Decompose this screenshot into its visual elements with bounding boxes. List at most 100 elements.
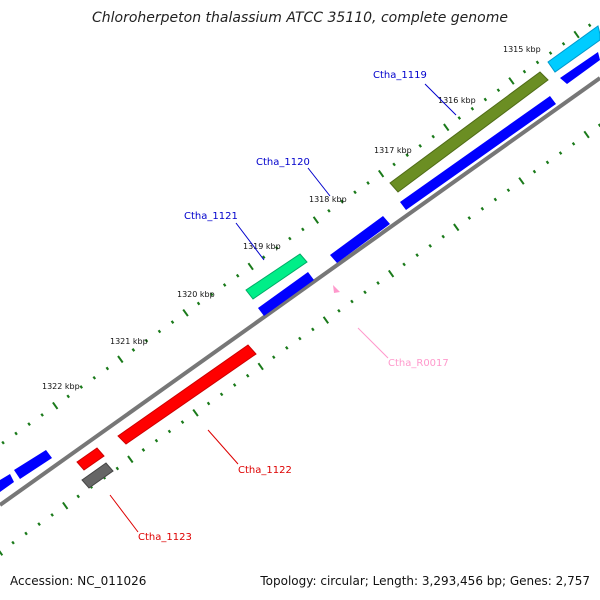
genome-summary-text: Topology: circular; Length: 3,293,456 bp… <box>260 574 590 588</box>
minor-tick <box>431 134 435 139</box>
major-tick <box>52 401 59 410</box>
outer-tick-track <box>1 23 592 445</box>
minor-tick <box>285 346 289 350</box>
minor-tick <box>545 160 550 165</box>
minor-tick <box>532 169 537 174</box>
minor-tick <box>288 236 292 241</box>
leader-ctha-1121 <box>235 222 265 261</box>
tick-label-1317: 1317 kbp <box>374 146 412 155</box>
minor-tick <box>418 143 422 148</box>
minor-tick <box>222 283 227 287</box>
minor-tick <box>92 375 97 380</box>
minor-tick <box>272 355 276 360</box>
major-tick <box>0 550 4 556</box>
minor-tick <box>154 438 159 443</box>
major-tick <box>312 216 320 224</box>
major-tick <box>127 455 134 464</box>
feature-ctha-1122[interactable] <box>117 344 257 445</box>
gene-label-ctha-1121[interactable]: Ctha_1121 <box>184 211 238 222</box>
minor-tick <box>496 88 501 93</box>
minor-tick <box>167 429 172 434</box>
minor-tick <box>405 153 409 158</box>
gene-label-ctha-r0017[interactable]: Ctha_R0017 <box>388 358 449 369</box>
cds-3[interactable] <box>330 216 390 263</box>
minor-tick <box>245 373 250 378</box>
minor-tick <box>262 255 266 260</box>
minor-tick <box>480 206 485 211</box>
minor-tick <box>180 420 185 424</box>
tick-label-1321: 1321 kbp <box>110 337 148 346</box>
leader-ctha-r0017 <box>357 327 389 359</box>
tick-label-1319: 1319 kbp <box>243 242 281 251</box>
minor-tick <box>144 338 149 343</box>
minor-tick <box>298 336 302 341</box>
minor-tick <box>558 151 563 155</box>
minor-tick <box>340 199 344 204</box>
leader-ctha-1123 <box>109 494 139 533</box>
minor-tick <box>209 292 214 297</box>
major-tick <box>583 130 590 139</box>
gene-label-ctha-1119[interactable]: Ctha_1119 <box>373 70 427 81</box>
cds-2[interactable] <box>400 96 556 210</box>
minor-tick <box>105 366 110 371</box>
minor-tick <box>1 440 5 445</box>
minor-tick <box>587 23 592 28</box>
minor-tick <box>363 290 367 295</box>
cds-4[interactable] <box>258 272 314 316</box>
minor-tick <box>206 401 211 406</box>
minor-tick <box>522 69 527 74</box>
genome-backbone <box>0 76 600 507</box>
tick-label-1316: 1316 kbp <box>438 96 476 105</box>
minor-tick <box>141 448 146 452</box>
minor-tick <box>14 431 18 436</box>
minor-tick <box>196 301 201 306</box>
cds-5[interactable] <box>14 450 52 479</box>
major-tick <box>322 316 330 324</box>
minor-tick <box>535 60 540 65</box>
feature-ctha-1119[interactable] <box>389 71 549 193</box>
feature-small-red[interactable] <box>76 447 105 471</box>
minor-tick <box>235 273 240 278</box>
gene-label-ctha-1122[interactable]: Ctha_1122 <box>238 465 292 476</box>
leader-ctha-1120 <box>307 167 331 197</box>
map-title: Chloroherpeton thalassium ATCC 35110, co… <box>92 10 508 26</box>
major-tick <box>257 362 264 371</box>
minor-tick <box>11 540 15 545</box>
minor-tick <box>392 162 396 167</box>
minor-tick <box>131 348 136 352</box>
gene-label-ctha-1123[interactable]: Ctha_1123 <box>138 532 192 543</box>
minor-tick <box>27 422 31 427</box>
minor-tick <box>301 227 305 232</box>
minor-tick <box>376 281 380 285</box>
feature-extra-cyan[interactable] <box>547 25 600 73</box>
major-tick <box>377 169 385 178</box>
minor-tick <box>79 385 84 389</box>
major-tick <box>453 223 460 232</box>
minor-tick <box>66 394 70 399</box>
minor-tick <box>441 234 445 239</box>
major-tick <box>573 30 580 39</box>
leader-ctha-1119 <box>424 83 457 116</box>
minor-tick <box>232 383 237 387</box>
major-tick <box>192 409 199 417</box>
minor-tick <box>457 116 462 120</box>
minor-tick <box>493 197 498 202</box>
cds-track <box>0 52 600 492</box>
minor-tick <box>115 466 120 471</box>
minor-tick <box>337 308 341 313</box>
cds-1[interactable] <box>560 52 600 84</box>
minor-tick <box>24 531 28 536</box>
feature-ctha-r0017[interactable] <box>333 285 340 293</box>
major-tick <box>443 123 450 132</box>
gene-label-ctha-1120[interactable]: Ctha_1120 <box>256 157 310 168</box>
feature-ctha-1121[interactable] <box>245 253 308 300</box>
feature-ctha-1123[interactable] <box>81 462 114 489</box>
minor-tick <box>467 216 472 220</box>
minor-tick <box>327 208 331 213</box>
major-tick <box>387 269 395 278</box>
cds-6[interactable] <box>0 474 14 492</box>
minor-tick <box>157 329 162 334</box>
minor-tick <box>506 188 511 193</box>
minor-tick <box>311 327 315 332</box>
leader-ctha-1122 <box>207 429 239 465</box>
